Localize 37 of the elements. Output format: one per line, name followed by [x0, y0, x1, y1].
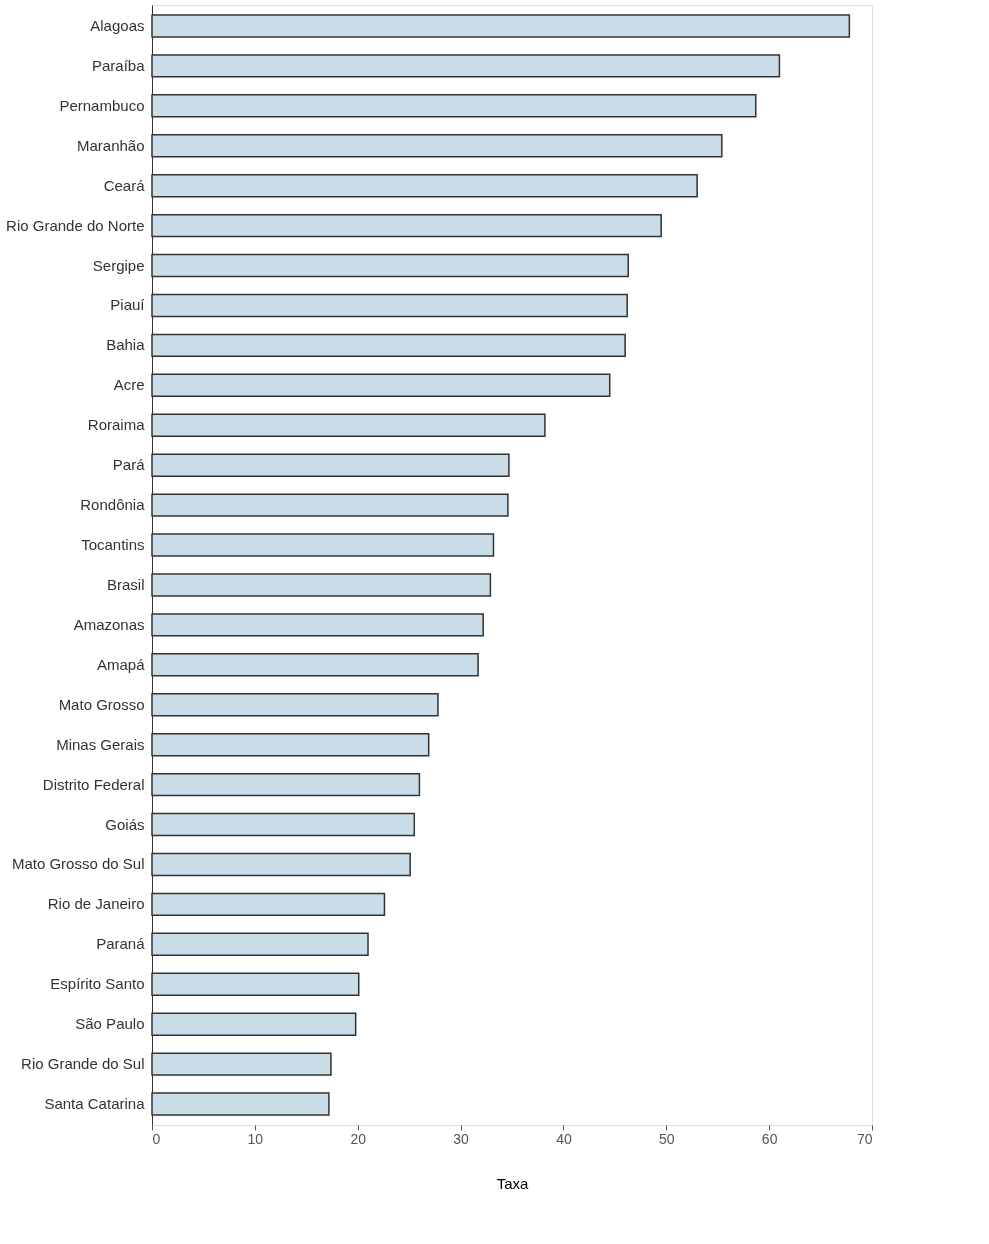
y-tick-label: Minas Gerais [56, 735, 145, 753]
y-tick-label: Amazonas [73, 615, 145, 633]
y-tick-label: Roraima [87, 416, 146, 434]
y-tick-label: Bahia [106, 336, 146, 354]
y-tick-label: Alagoas [90, 16, 145, 34]
x-tick-label: 40 [556, 1130, 572, 1147]
y-tick-label: Paraná [96, 935, 146, 953]
y-tick-label: Tocantins [81, 536, 145, 554]
x-tick-label: 50 [659, 1130, 675, 1147]
y-tick-label: Amapá [96, 655, 146, 673]
y-tick-label: Maranhão [76, 136, 145, 154]
y-tick-label: Acre [113, 376, 145, 394]
x-tick-label: 60 [761, 1130, 778, 1147]
y-tick-label: Pernambuco [59, 96, 145, 114]
y-tick-label: Mato Grosso [58, 695, 145, 713]
y-tick-label: Rio de Janeiro [47, 895, 145, 913]
y-tick-label: Santa Catarina [44, 1095, 146, 1113]
y-tick-label: Espírito Santo [50, 975, 145, 993]
y-tick-label: Brasil [106, 575, 145, 593]
x-tick-label: 70 [856, 1130, 873, 1147]
y-tick-label: Paraíba [91, 56, 146, 74]
x-tick-label: 0 [152, 1130, 161, 1147]
x-tick-label: 10 [247, 1130, 264, 1147]
y-tick-label: Rio Grande do Norte [6, 216, 145, 234]
x-tick-label: 30 [453, 1130, 470, 1147]
y-tick-label: Distrito Federal [42, 775, 145, 793]
y-tick-label: São Paulo [75, 1015, 145, 1033]
x-axis-title: Taxa [496, 1174, 529, 1192]
x-tick-label: 20 [350, 1130, 367, 1147]
y-tick-label: Rio Grande do Sul [21, 1055, 145, 1073]
y-tick-label: Pará [112, 456, 146, 474]
y-tick-label: Mato Grosso do Sul [11, 855, 145, 873]
y-tick-label: Piauí [110, 296, 146, 314]
y-tick-label: Rondônia [80, 496, 146, 514]
y-tick-label: Sergipe [92, 256, 145, 274]
y-tick-label: Ceará [103, 176, 146, 194]
y-tick-label: Goiás [105, 815, 145, 833]
